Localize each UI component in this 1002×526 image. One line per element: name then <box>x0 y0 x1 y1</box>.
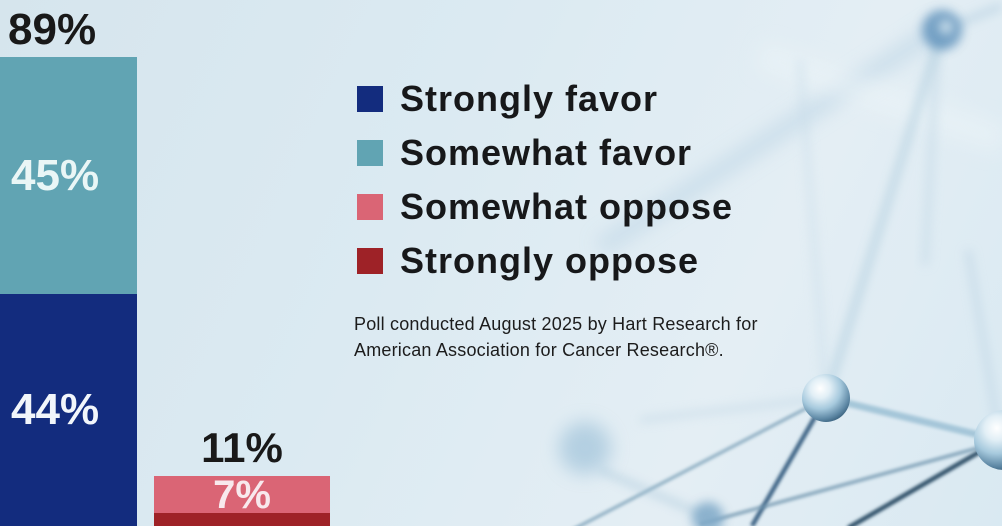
somewhat-favor-segment: 45% <box>0 57 137 294</box>
legend-label: Somewhat favor <box>400 132 693 173</box>
bond-line <box>639 395 827 423</box>
legend-label: Strongly favor <box>400 78 659 119</box>
blurred-node-highlight <box>939 20 953 34</box>
bond-line <box>940 2 1002 34</box>
legend-label: Somewhat oppose <box>400 186 734 227</box>
favor-total-label: 89% <box>8 5 97 54</box>
legend-item-strongly-oppose: Strongly oppose <box>357 243 733 279</box>
sphere-node <box>974 410 1002 470</box>
bond-line <box>699 440 1001 526</box>
bond-line <box>576 396 827 526</box>
oppose-total-label: 11% <box>201 424 283 471</box>
legend: Strongly favor Somewhat favor Somewhat o… <box>357 81 733 302</box>
strongly-favor-swatch <box>357 86 383 112</box>
oppose-bar: 7% <box>154 472 330 526</box>
attribution-line-1: Poll conducted August 2025 by Hart Resea… <box>354 314 758 334</box>
somewhat-oppose-segment: 7% <box>154 472 330 517</box>
legend-item-strongly-favor: Strongly favor <box>357 81 733 117</box>
strongly-oppose-segment <box>154 513 330 526</box>
bond-line <box>599 467 711 521</box>
strongly-oppose-swatch <box>357 248 383 274</box>
sphere-node <box>802 374 850 422</box>
light-streak <box>755 40 1002 155</box>
bond-line <box>846 438 1002 526</box>
somewhat-oppose-swatch <box>357 194 383 220</box>
blurred-node <box>922 10 962 50</box>
favor-bar: 45% 44% <box>0 57 137 526</box>
legend-item-somewhat-favor: Somewhat favor <box>357 135 733 171</box>
bond-line <box>964 249 1002 441</box>
blurred-node <box>559 422 611 474</box>
bond-line <box>822 28 946 400</box>
legend-item-somewhat-oppose: Somewhat oppose <box>357 189 733 225</box>
somewhat-favor-swatch <box>357 140 383 166</box>
attribution-line-2: American Association for Cancer Research… <box>354 340 724 361</box>
strongly-favor-segment: 44% <box>0 294 137 526</box>
bond-line <box>921 29 942 266</box>
bond-line <box>825 394 1001 444</box>
bond-line <box>750 396 828 526</box>
strongly-favor-value-label: 44% <box>11 385 100 434</box>
bond-line <box>797 59 829 399</box>
legend-label: Strongly oppose <box>400 240 700 281</box>
attribution-note: Poll conducted August 2025 by Hart Resea… <box>354 311 758 363</box>
somewhat-favor-value-label: 45% <box>11 150 100 200</box>
blurred-node <box>692 502 724 526</box>
somewhat-oppose-value-label: 7% <box>213 472 271 517</box>
